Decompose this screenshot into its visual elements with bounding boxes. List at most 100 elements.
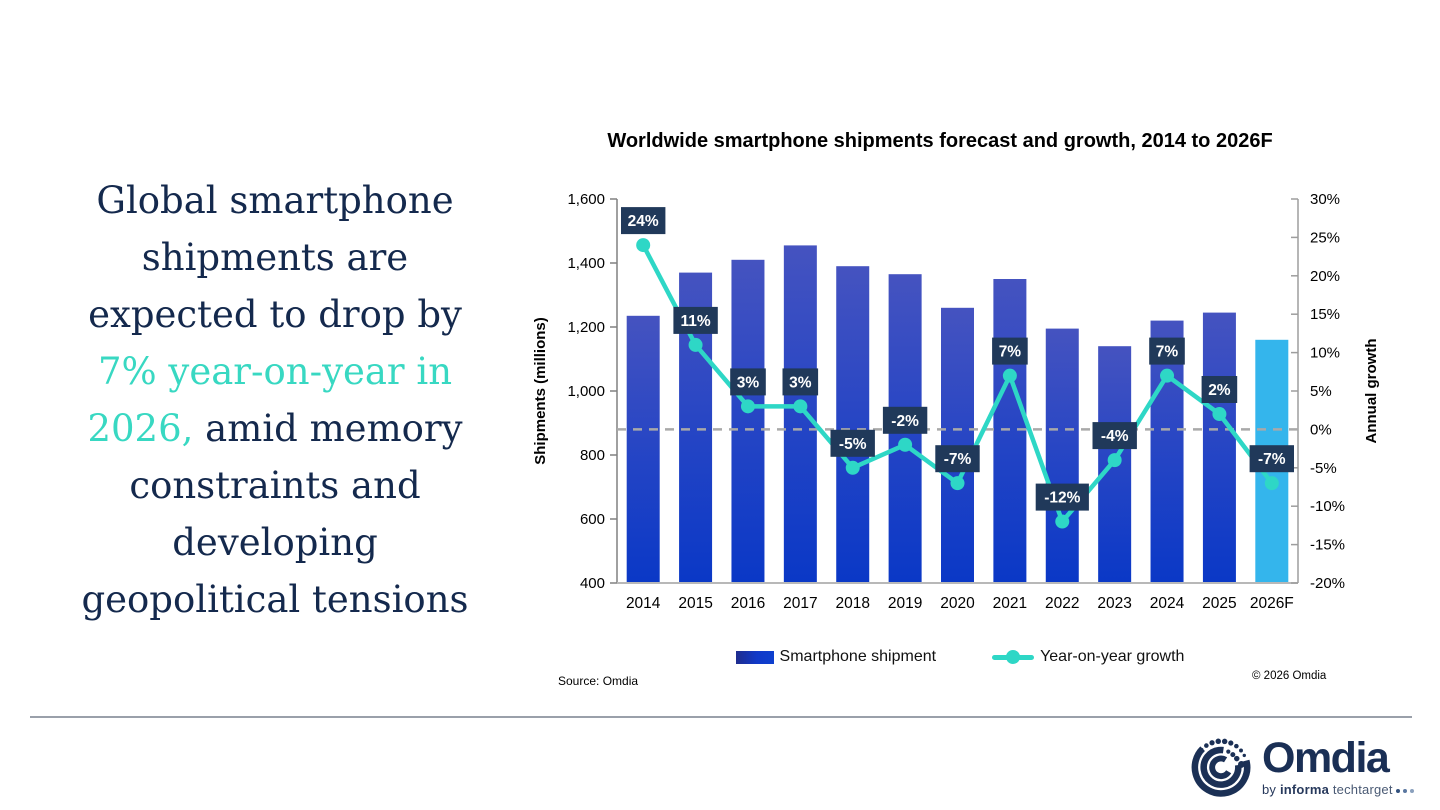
- growth-label-2024: [1149, 337, 1185, 365]
- chart-title: Worldwide smartphone shipments forecast …: [607, 130, 1273, 152]
- svg-text:7%: 7%: [1156, 344, 1179, 361]
- svg-text:2018: 2018: [835, 595, 869, 612]
- svg-text:Annual growth: Annual growth: [1363, 339, 1380, 444]
- growth-label-2015: [673, 306, 718, 334]
- svg-text:20%: 20%: [1310, 268, 1340, 285]
- footer-divider: [30, 716, 1412, 718]
- svg-text:30%: 30%: [1310, 191, 1340, 208]
- svg-text:2014: 2014: [626, 595, 661, 612]
- growth-point-2025: [1212, 407, 1227, 422]
- growth-point-2016: [740, 399, 755, 414]
- legend-item: Smartphone shipment: [735, 648, 937, 666]
- headline: Global smartphone shipments are expected t…: [45, 172, 505, 628]
- svg-text:-15%: -15%: [1310, 537, 1345, 554]
- growth-point-2018: [845, 460, 860, 475]
- svg-text:-7%: -7%: [1258, 451, 1286, 468]
- bar-2016: [731, 259, 765, 583]
- legend-label: Year-on-year growth: [1040, 648, 1185, 665]
- svg-text:2022: 2022: [1045, 595, 1079, 612]
- growth-label-2017: [782, 368, 819, 396]
- svg-text:11%: 11%: [681, 313, 711, 330]
- svg-text:0%: 0%: [1310, 421, 1332, 438]
- tagline-dots-icon: [1393, 782, 1414, 797]
- headline-line: Global smartphone: [96, 179, 454, 222]
- svg-text:25%: 25%: [1310, 229, 1340, 246]
- svg-text:-5%: -5%: [1310, 460, 1337, 477]
- svg-text:2024: 2024: [1150, 595, 1185, 612]
- svg-text:-5%: -5%: [839, 436, 867, 453]
- svg-text:15%: 15%: [1310, 306, 1340, 323]
- growth-label-2023: [1092, 422, 1137, 450]
- svg-text:-4%: -4%: [1101, 428, 1129, 445]
- svg-text:2020: 2020: [940, 595, 975, 612]
- svg-text:1,600: 1,600: [567, 191, 605, 208]
- headline-line: geopolitical tensions: [81, 578, 469, 621]
- growth-label-2025: [1201, 376, 1238, 403]
- growth-point-2022: [1055, 514, 1070, 529]
- chart-legend: Smartphone shipment Year-on-year growth: [510, 648, 1410, 666]
- growth-point-2020: [950, 476, 965, 491]
- svg-text:2015: 2015: [678, 595, 712, 612]
- svg-text:2016: 2016: [731, 595, 765, 612]
- growth-point-2023: [1107, 453, 1122, 468]
- svg-text:-7%: -7%: [944, 451, 972, 468]
- growth-label-2022: [1035, 483, 1089, 511]
- svg-text:Shipments (millions): Shipments (millions): [532, 317, 549, 465]
- svg-text:5%: 5%: [1310, 383, 1332, 400]
- copyright-note: © 2026 Omdia: [1252, 670, 1327, 682]
- bar-2021: [993, 279, 1027, 583]
- growth-point-2017: [793, 399, 808, 414]
- bar-2018: [836, 266, 870, 583]
- growth-point-2021: [1002, 368, 1017, 383]
- growth-point-2014: [636, 238, 651, 253]
- source-note: Source: Omdia: [558, 674, 639, 688]
- growth-label-2018: [830, 429, 875, 457]
- svg-text:800: 800: [580, 447, 605, 464]
- svg-text:2023: 2023: [1097, 595, 1131, 612]
- growth-label-2016: [730, 368, 766, 396]
- growth-point-2015: [688, 337, 703, 352]
- headline-line: developing: [172, 521, 378, 564]
- headline-line: 7% year-on-year in: [97, 350, 453, 393]
- growth-point-2019: [898, 437, 913, 452]
- legend-item: Year-on-year growth: [992, 648, 1184, 666]
- legend-label: Smartphone shipment: [779, 648, 937, 665]
- svg-text:10%: 10%: [1310, 345, 1340, 362]
- bar-2014: [626, 315, 660, 583]
- headline-line: 2026, amid memory: [87, 407, 463, 450]
- svg-text:2025: 2025: [1202, 595, 1236, 612]
- bar-2025: [1202, 312, 1236, 583]
- growth-point-2026F: [1264, 476, 1279, 491]
- growth-label-2019: [882, 406, 928, 434]
- bar-2017: [783, 245, 817, 583]
- brand-tagline: by informa techtarget: [1262, 782, 1414, 797]
- omdia-logo: Omdia by informa techtarget: [1188, 732, 1414, 800]
- svg-text:-12%: -12%: [1044, 490, 1080, 507]
- headline-line: expected to drop by: [88, 293, 462, 336]
- svg-text:2019: 2019: [888, 595, 922, 612]
- headline-line: constraints and: [129, 464, 421, 507]
- line-swatch-icon: [992, 650, 1035, 664]
- svg-text:24%: 24%: [628, 213, 659, 230]
- bar-2022: [1045, 328, 1079, 583]
- svg-text:2026F: 2026F: [1250, 595, 1294, 612]
- shipments-growth-chart: 1,600 1,400 1,200 1,000 800 600 400 30% 25% 20% 15…: [532, 191, 1380, 612]
- svg-text:2021: 2021: [993, 595, 1027, 612]
- growth-label-2020: [935, 445, 980, 473]
- svg-text:1,000: 1,000: [567, 383, 605, 400]
- growth-label-2026F: [1249, 445, 1294, 473]
- svg-text:7%: 7%: [999, 344, 1022, 361]
- growth-label-2014: [621, 207, 666, 235]
- svg-text:3%: 3%: [789, 374, 812, 391]
- svg-text:-2%: -2%: [891, 413, 919, 430]
- svg-text:2%: 2%: [1208, 382, 1231, 399]
- svg-text:-20%: -20%: [1310, 575, 1345, 592]
- growth-label-2021: [992, 337, 1028, 365]
- svg-text:400: 400: [580, 575, 605, 592]
- svg-text:3%: 3%: [737, 374, 760, 391]
- omdia-swirl-icon: [1191, 737, 1251, 797]
- svg-text:1,200: 1,200: [567, 319, 605, 336]
- bar-swatch-icon: [735, 650, 774, 664]
- svg-text:-10%: -10%: [1310, 498, 1345, 515]
